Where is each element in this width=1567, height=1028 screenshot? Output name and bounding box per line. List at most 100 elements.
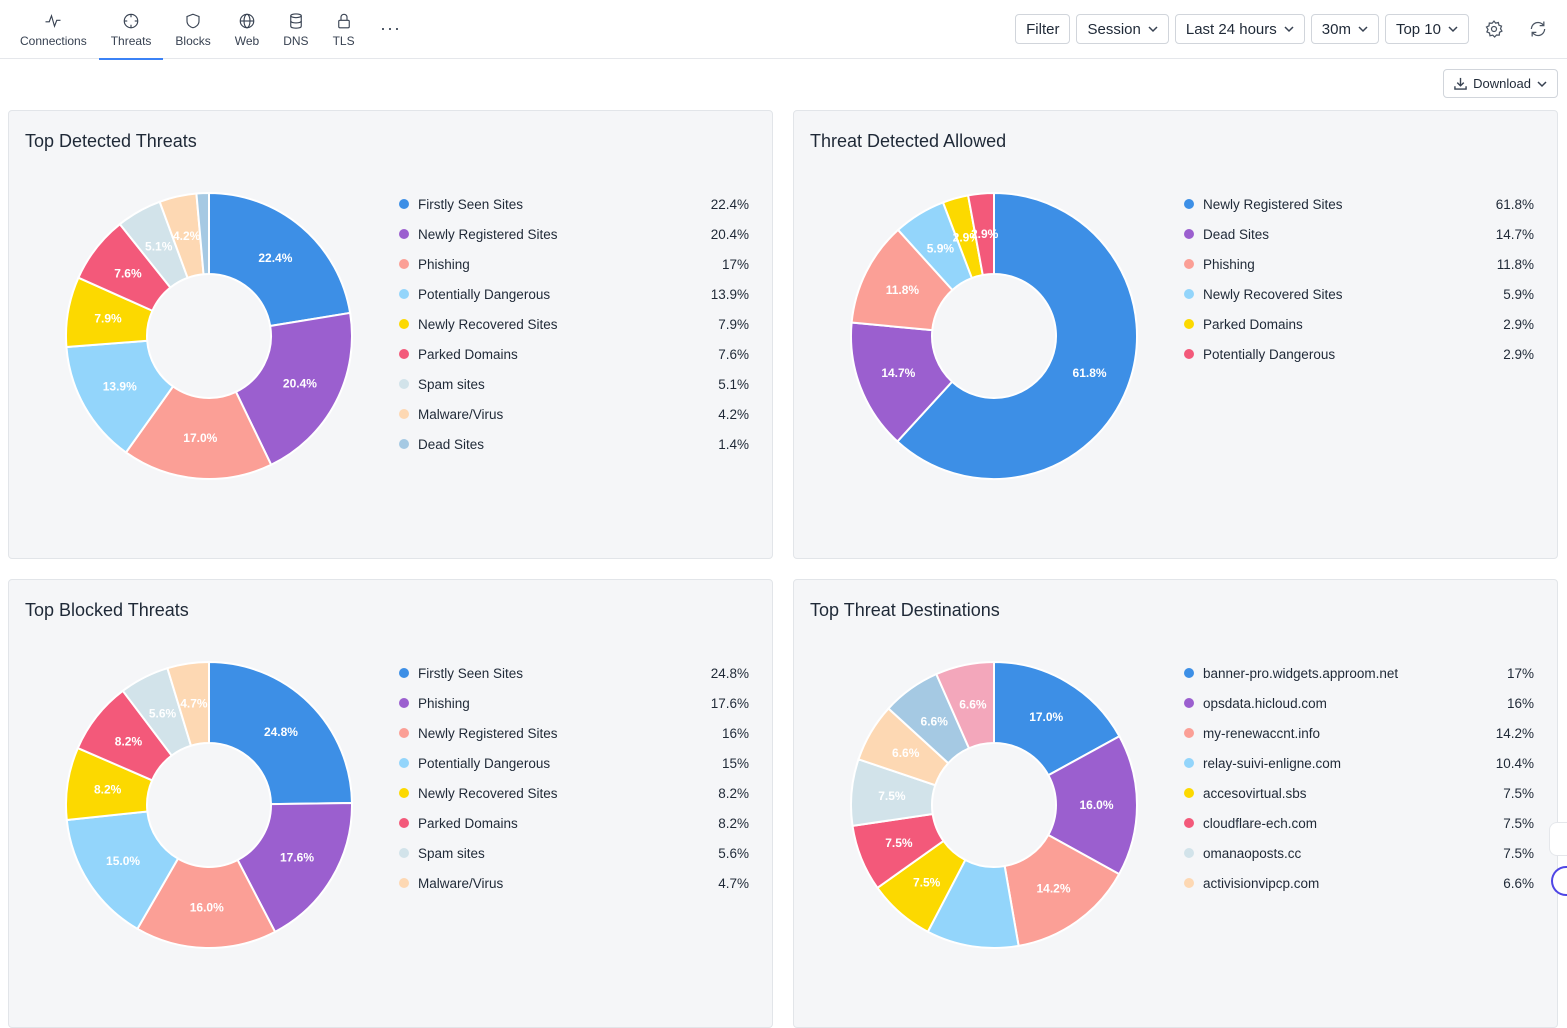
legend-item[interactable]: opsdata.hicloud.com 16% [1184,688,1534,718]
more-icon[interactable]: ··· [380,18,401,38]
pie-slice[interactable] [124,385,273,480]
chevron-down-icon [1358,26,1368,33]
slice-label: 5.1% [145,240,173,254]
pie-slice[interactable] [935,660,995,750]
filter-button[interactable]: Filter [1015,14,1071,44]
legend-item[interactable]: Potentially Dangerous 15% [399,748,749,778]
legend-swatch [1184,319,1194,329]
legend-item[interactable]: Dead Sites 14.7% [1184,219,1534,249]
legend-item[interactable]: Newly Recovered Sites 8.2% [399,778,749,808]
legend-item[interactable]: Firstly Seen Sites 22.4% [399,189,749,219]
pie-slice[interactable] [208,660,354,806]
legend-item[interactable]: accesovirtual.sbs 7.5% [1184,778,1534,808]
legend-item[interactable]: Dead Sites 1.4% [399,429,749,459]
legend-value: 7.6% [718,346,749,362]
slice-label: 16.0% [1079,798,1113,812]
legend-item[interactable]: Newly Recovered Sites 7.9% [399,309,749,339]
legend-item[interactable]: Potentially Dangerous 2.9% [1184,339,1534,369]
legend-item[interactable]: relay-suivi-enligne.com 10.4% [1184,748,1534,778]
chevron-down-icon [1284,26,1294,33]
session-dropdown[interactable]: Session [1076,14,1169,44]
tab-dns[interactable]: DNS [271,0,320,59]
legend-item[interactable]: activisionvipcp.com 6.6% [1184,868,1534,898]
legend-item[interactable]: Potentially Dangerous 13.9% [399,279,749,309]
legend-item[interactable]: Spam sites 5.6% [399,838,749,868]
legend-item[interactable]: Parked Domains 8.2% [399,808,749,838]
legend-label: Potentially Dangerous [418,755,551,771]
legend-value: 2.9% [1503,316,1534,332]
slice-label: 4.2% [173,229,201,243]
download-button[interactable]: Download [1443,69,1558,98]
legend-value: 4.7% [718,875,749,891]
slice-label: 8.2% [115,735,143,749]
legend-item[interactable]: Newly Registered Sites 16% [399,718,749,748]
legend-item[interactable]: Newly Registered Sites 61.8% [1184,189,1534,219]
settings-button[interactable] [1475,14,1513,44]
pie-slice[interactable] [850,321,954,443]
legend-item[interactable]: Phishing 11.8% [1184,249,1534,279]
pie-slice[interactable] [208,191,352,328]
pie-slice[interactable] [195,191,210,276]
donut-chart[interactable]: 24.8% 17.6% 16.0% 15.0% 8.2% 8.2% 5.6%4.7% [59,655,359,955]
legend-item[interactable]: omanaoposts.cc 7.5% [1184,838,1534,868]
legend-swatch [1184,788,1194,798]
pie-slice[interactable] [234,311,353,467]
donut-chart[interactable]: 17.0% 16.0% 14.2% 7.5% 7.5% 7.5% 6.6% 6.6% 6.6% [844,655,1144,955]
tab-threats[interactable]: Threats [98,0,164,60]
legend-item[interactable]: Newly Recovered Sites 5.9% [1184,279,1534,309]
legend-item[interactable]: Phishing 17.6% [399,688,749,718]
top-n-dropdown[interactable]: Top 10 [1384,14,1469,44]
tab-label: DNS [283,33,309,48]
legend-item[interactable]: Newly Registered Sites 20.4% [399,219,749,249]
legend-swatch [1184,229,1194,239]
legend-value: 14.7% [1495,226,1534,242]
pie-slice[interactable] [966,191,995,277]
legend-item[interactable]: Parked Domains 7.6% [399,339,749,369]
legend-item[interactable]: my-renewaccnt.info 14.2% [1184,718,1534,748]
pie-slice[interactable] [993,660,1121,777]
legend-label: Phishing [1203,256,1255,272]
legend-item[interactable]: Malware/Virus 4.7% [399,868,749,898]
legend-item[interactable]: Phishing 17% [399,249,749,279]
legend-item[interactable]: banner-pro.widgets.approom.net 17% [1184,658,1534,688]
legend-label: Spam sites [418,845,485,861]
tab-connections[interactable]: Connections [8,0,99,59]
legend-item[interactable]: Firstly Seen Sites 24.8% [399,658,749,688]
refresh-button[interactable] [1519,14,1557,44]
slice-label: 24.8% [264,725,298,739]
feedback-tab[interactable] [1549,822,1567,856]
tab-web[interactable]: Web [223,0,271,59]
time-range-dropdown[interactable]: Last 24 hours [1174,14,1305,44]
chart-legend: banner-pro.widgets.approom.net 17% opsdata… [1184,658,1534,898]
legend-label: Malware/Virus [418,875,504,891]
legend-item[interactable]: Malware/Virus 4.2% [399,399,749,429]
legend-item[interactable]: cloudflare-ech.com 7.5% [1184,808,1534,838]
legend-label: Parked Domains [418,346,518,362]
tab-blocks[interactable]: Blocks [163,0,222,59]
pie-slice[interactable] [1046,734,1138,876]
legend-value: 1.4% [718,436,749,452]
card-title: Top Detected Threats [25,131,197,151]
slice-label: 6.6% [892,746,920,760]
legend-label: Firstly Seen Sites [418,196,524,212]
card-threat-detected-allowed: Threat Detected Allowed 61.8% 14.7% 11.8% 5… [793,110,1558,559]
slice-label: 7.5% [913,875,941,889]
interval-dropdown[interactable]: 30m [1310,14,1379,44]
legend-value: 16% [1506,695,1534,711]
legend-item[interactable]: Spam sites 5.1% [399,369,749,399]
shield-icon [186,13,200,28]
legend-value: 14.2% [1495,725,1534,741]
donut-chart[interactable]: 61.8%14.7%11.8%5.9%2.9%2.9% [844,186,1144,486]
pie-slice[interactable] [896,191,1138,480]
chevron-down-icon [1537,80,1547,87]
legend-value: 20.4% [710,226,749,242]
legend-swatch [1184,878,1194,888]
tab-tls[interactable]: TLS [321,0,367,59]
activity-icon [45,13,61,28]
donut-chart[interactable]: 22.4% 20.4% 17.0% 13.9% 7.9% 7.6%5.1%4.2% [59,186,359,486]
pie-slice[interactable] [166,660,210,747]
slice-label: 14.2% [1036,881,1070,895]
legend-label: Newly Registered Sites [418,725,558,741]
legend-swatch [399,878,409,888]
legend-item[interactable]: Parked Domains 2.9% [1184,309,1534,339]
